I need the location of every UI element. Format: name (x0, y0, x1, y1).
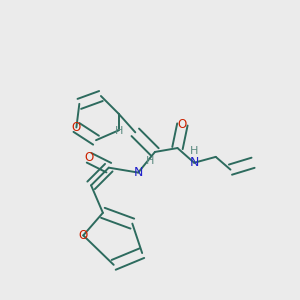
Text: O: O (72, 121, 81, 134)
Text: H: H (146, 156, 154, 166)
Text: N: N (134, 166, 143, 179)
Text: N: N (190, 156, 199, 169)
Text: O: O (85, 152, 94, 164)
Text: O: O (79, 229, 88, 242)
Text: H: H (190, 146, 198, 156)
Text: O: O (178, 118, 187, 131)
Text: H: H (115, 126, 123, 136)
